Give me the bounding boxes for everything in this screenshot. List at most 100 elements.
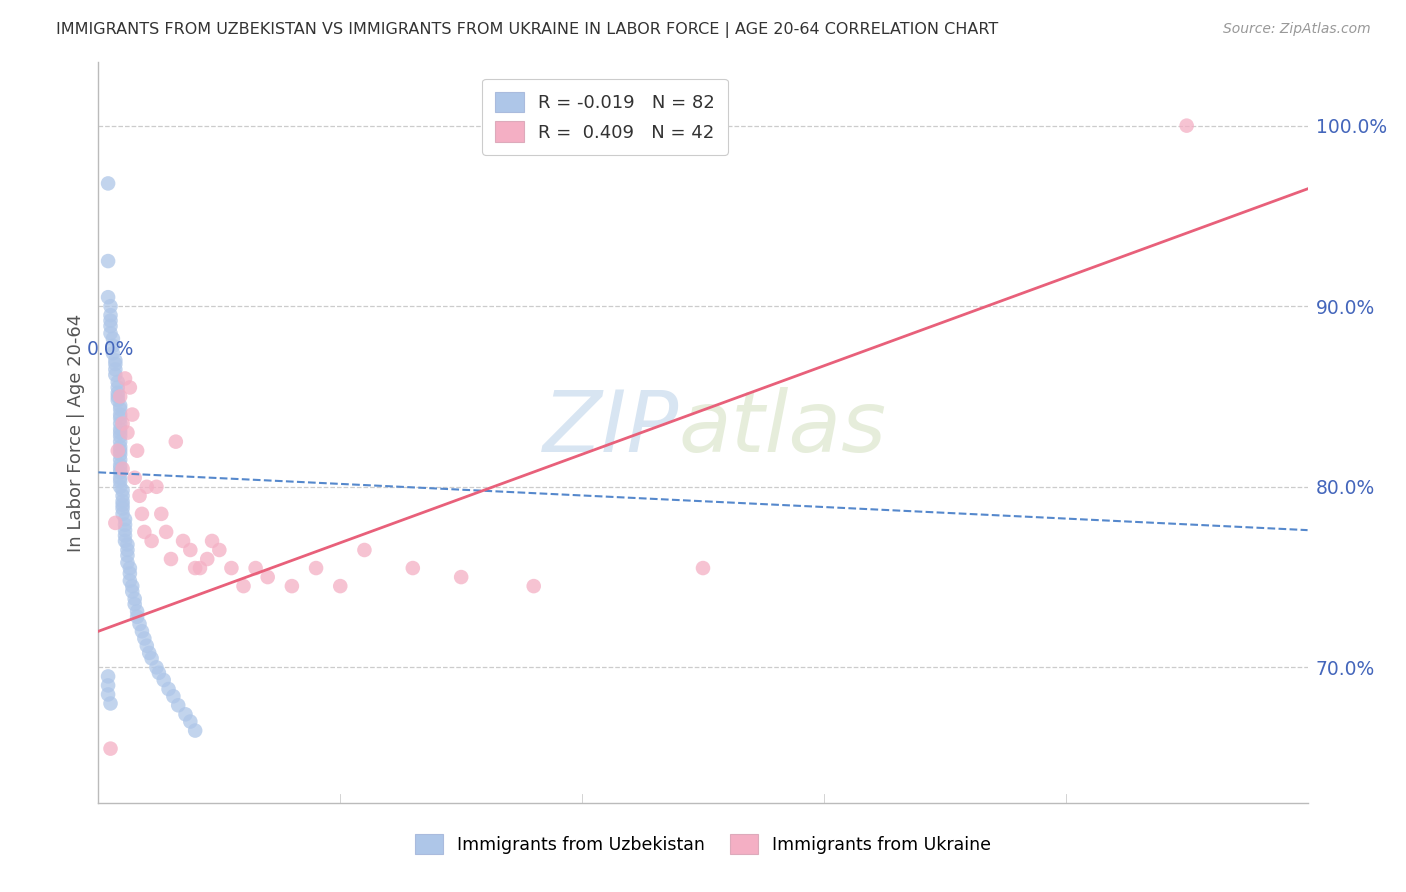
Legend: R = -0.019   N = 82, R =  0.409   N = 42: R = -0.019 N = 82, R = 0.409 N = 42 <box>482 78 728 155</box>
Point <box>118 574 141 588</box>
Point <box>108 440 131 454</box>
Point <box>100 319 122 334</box>
Point <box>100 313 122 327</box>
Point <box>100 326 122 341</box>
Point <box>108 447 131 461</box>
Text: 0.0%: 0.0% <box>86 340 134 359</box>
Point <box>281 579 304 593</box>
Point <box>141 651 163 665</box>
Point <box>100 299 122 313</box>
Point <box>111 417 134 431</box>
Text: IMMIGRANTS FROM UZBEKISTAN VS IMMIGRANTS FROM UKRAINE IN LABOR FORCE | AGE 20-64: IMMIGRANTS FROM UZBEKISTAN VS IMMIGRANTS… <box>56 22 998 38</box>
Point <box>111 461 134 475</box>
Point <box>118 566 141 581</box>
Point <box>114 371 136 385</box>
Point <box>127 443 149 458</box>
Point <box>104 357 127 371</box>
Point <box>172 533 194 548</box>
Text: ZIP: ZIP <box>543 387 679 470</box>
Point <box>104 368 127 382</box>
Point <box>108 461 131 475</box>
Point <box>114 528 136 542</box>
Point <box>97 669 120 683</box>
Point <box>104 362 127 376</box>
Point <box>107 380 129 394</box>
Point <box>108 480 131 494</box>
Point <box>107 375 129 389</box>
Point <box>179 714 201 729</box>
Point <box>97 177 120 191</box>
Point <box>107 385 129 400</box>
Point <box>305 561 328 575</box>
Point <box>121 584 143 599</box>
Legend: Immigrants from Uzbekistan, Immigrants from Ukraine: Immigrants from Uzbekistan, Immigrants f… <box>408 827 998 861</box>
Point <box>108 471 131 485</box>
Point <box>450 570 472 584</box>
Point <box>117 538 139 552</box>
Point <box>111 494 134 508</box>
Point <box>107 390 129 404</box>
Point <box>108 411 131 425</box>
Point <box>108 390 131 404</box>
Point <box>104 516 127 530</box>
Point <box>117 556 139 570</box>
Point <box>135 480 157 494</box>
Point <box>692 561 714 575</box>
Point <box>111 507 134 521</box>
Point <box>127 604 149 618</box>
Point <box>162 690 184 704</box>
Point <box>124 591 146 606</box>
Point <box>523 579 546 593</box>
Point <box>353 543 375 558</box>
Point <box>152 673 174 687</box>
Point <box>221 561 243 575</box>
Point <box>117 543 139 558</box>
Point <box>127 609 149 624</box>
Text: Source: ZipAtlas.com: Source: ZipAtlas.com <box>1223 22 1371 37</box>
Point <box>195 552 218 566</box>
Point <box>148 665 170 680</box>
Point <box>135 639 157 653</box>
Y-axis label: In Labor Force | Age 20-64: In Labor Force | Age 20-64 <box>66 313 84 552</box>
Point <box>138 646 160 660</box>
Point <box>108 402 131 417</box>
Point <box>128 489 150 503</box>
Point <box>188 561 211 575</box>
Point <box>101 339 124 353</box>
Point <box>121 579 143 593</box>
Point <box>131 624 153 639</box>
Point <box>118 380 141 394</box>
Point <box>114 533 136 548</box>
Point <box>108 452 131 467</box>
Point <box>111 501 134 516</box>
Point <box>111 489 134 503</box>
Point <box>97 678 120 692</box>
Point <box>118 561 141 575</box>
Point <box>107 393 129 408</box>
Point <box>100 741 122 756</box>
Point <box>174 707 197 722</box>
Point <box>184 723 207 738</box>
Point <box>131 507 153 521</box>
Point <box>329 579 352 593</box>
Point <box>117 425 139 440</box>
Point <box>141 533 163 548</box>
Point <box>150 507 173 521</box>
Point <box>97 254 120 268</box>
Point <box>101 332 124 346</box>
Text: atlas: atlas <box>679 387 887 470</box>
Point <box>179 543 201 558</box>
Point <box>108 458 131 472</box>
Point <box>124 471 146 485</box>
Point <box>104 353 127 368</box>
Point <box>402 561 425 575</box>
Point <box>97 688 120 702</box>
Point <box>117 549 139 563</box>
Point <box>101 346 124 360</box>
Point <box>134 632 156 646</box>
Point <box>108 399 131 413</box>
Point <box>114 523 136 537</box>
Point <box>201 533 224 548</box>
Point <box>100 697 122 711</box>
Point <box>245 561 267 575</box>
